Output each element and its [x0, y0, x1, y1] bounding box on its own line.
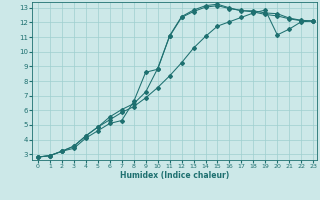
X-axis label: Humidex (Indice chaleur): Humidex (Indice chaleur)	[120, 171, 229, 180]
